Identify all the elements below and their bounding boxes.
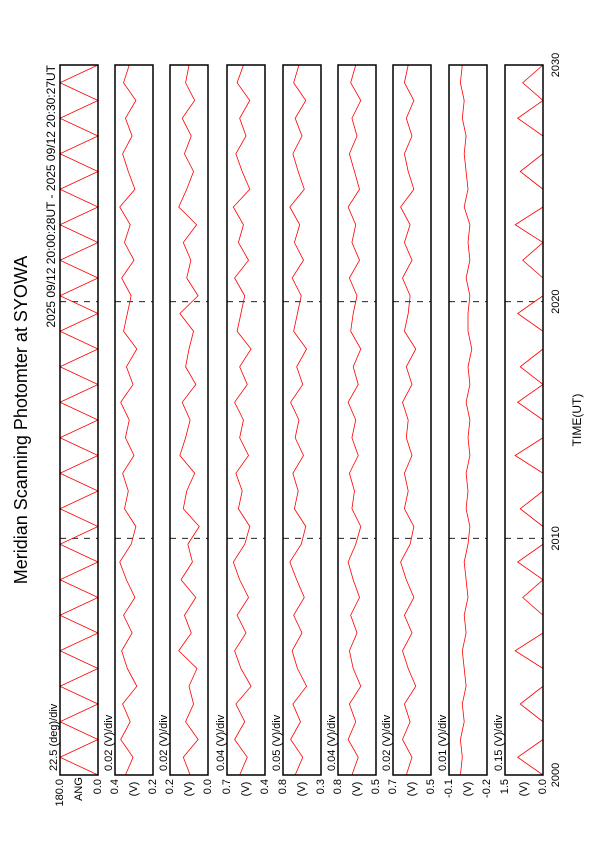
x-tick-label: 2000 (550, 763, 562, 787)
y-tick-label: 0.3 (315, 779, 327, 794)
scale-label: 0.02 (V)/div (103, 714, 115, 771)
y-tick-label: -0.1 (443, 779, 455, 798)
y-tick-label: 0.5 (425, 779, 437, 794)
data-line (59, 64, 99, 776)
y-axis-label: (V) (518, 782, 530, 797)
scale-label: 0.01 (V)/div (437, 714, 449, 771)
panel-frame (226, 64, 266, 776)
y-axis-label: (V) (128, 782, 140, 797)
panel-frame (448, 64, 488, 776)
y-axis-label: (V) (351, 782, 363, 797)
x-tick-label: 2020 (550, 289, 562, 313)
data-line (347, 64, 362, 776)
time-range: 2025 09/12 20:00:28UT - 2025 09/12 20:30… (44, 64, 58, 327)
y-axis-label: ANG (73, 777, 85, 801)
data-line (289, 64, 308, 776)
panel-frame (282, 64, 322, 776)
scale-label: 0.05 (V)/div (271, 714, 283, 771)
scale-label: 0.02 (V)/div (381, 714, 393, 771)
scale-label: 0.04 (V)/div (326, 714, 338, 771)
y-tick-label: -0.2 (481, 779, 493, 798)
y-tick-label: 0.8 (332, 779, 344, 794)
scale-label: 0.04 (V)/div (215, 714, 227, 771)
y-tick-label: 0.8 (277, 779, 289, 794)
scale-label: 0.15 (V)/div (493, 714, 505, 771)
x-axis-label: TIME(UT) (570, 394, 584, 447)
y-axis-label: (V) (406, 782, 418, 797)
y-tick-label: 0.0 (202, 779, 214, 794)
landscape-plot: Meridian Scanning Photomter at SYOWA 202… (11, 53, 584, 807)
y-axis-label: (V) (183, 782, 195, 797)
y-tick-label: 0.0 (537, 779, 549, 794)
y-tick-label: 0.2 (164, 779, 176, 794)
panel-frame (169, 64, 209, 776)
y-tick-label: 180.0 (54, 779, 66, 807)
data-line (514, 64, 544, 776)
y-tick-label: 0.4 (109, 779, 121, 794)
y-tick-label: 0.2 (147, 779, 159, 794)
y-tick-label: 0.5 (370, 779, 382, 794)
chart-title: Meridian Scanning Photomter at SYOWA (11, 256, 31, 584)
data-line (178, 64, 200, 776)
y-axis-label: (V) (462, 782, 474, 797)
y-tick-label: 0.7 (221, 779, 233, 794)
panel-frame (59, 64, 99, 776)
scale-label: 22.5 (deg)/div (48, 703, 60, 771)
y-tick-label: 1.5 (499, 779, 511, 794)
data-line (232, 64, 252, 776)
y-axis-label: (V) (240, 782, 252, 797)
y-axis-label: (V) (296, 782, 308, 797)
data-line (400, 64, 417, 776)
y-tick-label: 0.4 (259, 779, 271, 794)
x-tick-label: 2030 (550, 53, 562, 77)
panel-frame (392, 64, 432, 776)
y-tick-label: 0.7 (387, 779, 399, 794)
scale-label: 0.02 (V)/div (158, 714, 170, 771)
panel-frame (337, 64, 377, 776)
y-tick-label: 0.0 (92, 779, 104, 794)
panel-frame (504, 64, 544, 776)
data-line (459, 64, 473, 776)
panel-frame (114, 64, 154, 776)
x-tick-label: 2010 (550, 526, 562, 550)
data-line (119, 64, 138, 776)
